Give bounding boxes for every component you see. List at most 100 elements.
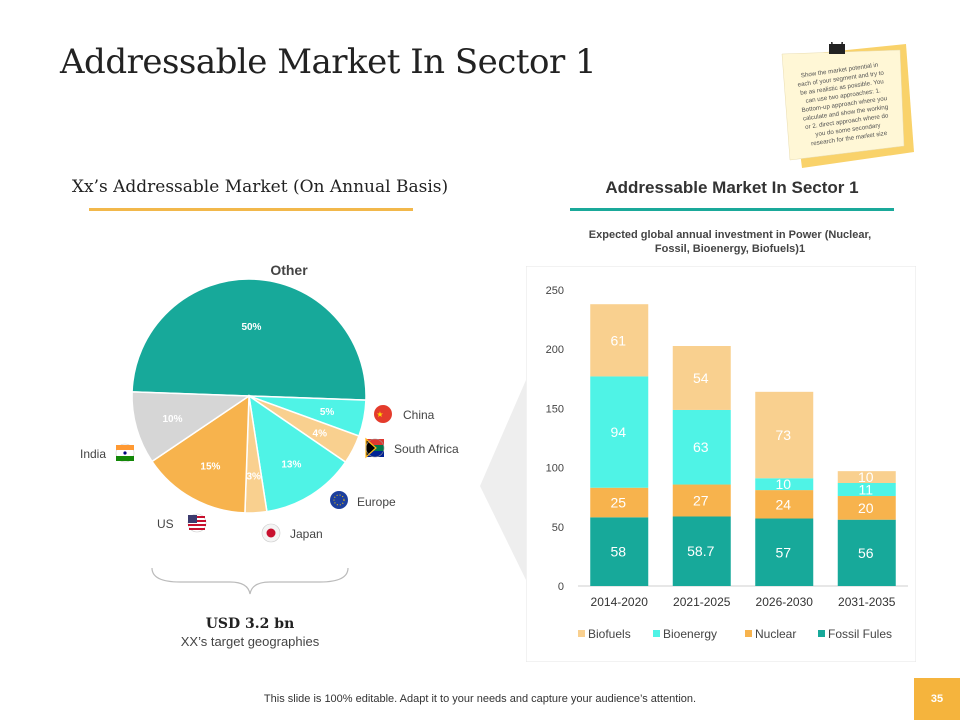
binder-clip-icon bbox=[829, 35, 845, 54]
pie-slice-other bbox=[131, 278, 367, 401]
bar-bioenergy-2021-2025 bbox=[672, 409, 731, 485]
bar-bioenergy-2031-2035 bbox=[837, 482, 896, 497]
bar-bioenergy-2026-2030 bbox=[755, 478, 814, 491]
india-flag-icon bbox=[115, 443, 135, 463]
bar-nuclear-2031-2035 bbox=[837, 496, 896, 520]
right-heading-rule bbox=[570, 208, 894, 211]
bar-nuclear-2014-2020 bbox=[590, 487, 649, 518]
svg-text:★: ★ bbox=[376, 410, 383, 419]
region-label-japan: Japan bbox=[290, 527, 323, 541]
bar-nuclear-2021-2025 bbox=[672, 484, 731, 517]
bar-nuclear-2026-2030 bbox=[755, 490, 814, 519]
market-size-caption: XX’s target geographies bbox=[180, 634, 320, 649]
legend-label-bioenergy: Bioenergy bbox=[663, 627, 717, 641]
y-tick-label: 100 bbox=[546, 463, 564, 475]
bar-fossil-fules-2026-2030 bbox=[755, 518, 814, 586]
bar-value-label: 57 bbox=[775, 544, 791, 560]
bar-value-label: 61 bbox=[610, 332, 626, 348]
pie-label-china: 5% bbox=[320, 407, 335, 418]
bar-value-label: 27 bbox=[693, 493, 709, 509]
pie-label-south-africa: 4% bbox=[313, 428, 328, 439]
bar-axis: 0 50 100 150 200 250 2014-2020 2021-2025 2026-20… bbox=[546, 285, 908, 609]
x-tick-label: 2021-2025 bbox=[673, 595, 731, 609]
bar-value-label: 94 bbox=[610, 424, 626, 440]
left-heading-rule bbox=[89, 208, 413, 211]
callout-connector bbox=[480, 380, 526, 580]
y-tick-label: 50 bbox=[552, 522, 564, 534]
legend-label-fossil-fules: Fossil Fules bbox=[828, 627, 892, 641]
bar-value-label: 73 bbox=[775, 427, 791, 443]
bar-value-label: 63 bbox=[693, 439, 709, 455]
bar-biofuels-2014-2020 bbox=[590, 304, 649, 377]
bar-value-label: 58 bbox=[610, 544, 626, 560]
bar-value-label: 56 bbox=[858, 545, 874, 561]
stacked-bar-chart: 0 50 100 150 200 250 2014-2020 2021-2025 2026-20… bbox=[526, 266, 916, 662]
y-tick-label: 250 bbox=[546, 285, 564, 297]
region-label-europe: Europe bbox=[357, 495, 396, 509]
y-tick-label: 200 bbox=[546, 344, 564, 356]
japan-flag-icon bbox=[261, 523, 281, 543]
bar-value-label: 11 bbox=[858, 482, 873, 498]
bar-value-label: 10 bbox=[858, 469, 874, 485]
region-label-china: China bbox=[403, 408, 435, 422]
bar-value-label: 58.7 bbox=[687, 543, 714, 559]
bar-fossil-fules-2021-2025 bbox=[672, 516, 731, 586]
callout-wedge bbox=[480, 380, 526, 580]
pie-slices bbox=[131, 278, 367, 514]
pie-label-other: 50% bbox=[241, 322, 261, 333]
note-paper bbox=[781, 49, 905, 161]
pie-label-us: 15% bbox=[200, 462, 220, 473]
page-title: Addressable Market In Sector 1 bbox=[60, 42, 597, 82]
sticky-note: Show the market potential in each of your… bbox=[778, 35, 918, 172]
y-tick-label: 0 bbox=[558, 581, 564, 593]
pie-label-japan: 3% bbox=[246, 471, 261, 482]
region-label-other: Other bbox=[270, 262, 308, 278]
bar-value-label: 24 bbox=[775, 496, 791, 512]
bar-legend: Biofuels Bioenergy Nuclear Fossil Fules bbox=[578, 627, 892, 641]
pie-chart: 50% 5% 4% 13% 3% 15% 10% Other ★ China South A… bbox=[80, 262, 459, 595]
pie-slice-india bbox=[131, 391, 252, 463]
pie-labels: 50% 5% 4% 13% 3% 15% 10% bbox=[163, 322, 335, 483]
eu-flag-icon bbox=[330, 491, 348, 509]
south-africa-flag-icon bbox=[365, 437, 385, 459]
bar-value-label: 20 bbox=[858, 500, 874, 516]
bar-biofuels-2026-2030 bbox=[755, 391, 814, 479]
x-tick-label: 2014-2020 bbox=[591, 595, 649, 609]
bar-chart-title-line-1: Expected global annual investment in Pow… bbox=[588, 229, 872, 241]
bar-fossil-fules-2031-2035 bbox=[837, 519, 896, 586]
right-heading: Addressable Market In Sector 1 bbox=[605, 178, 859, 197]
legend-swatch-biofuels bbox=[578, 630, 585, 637]
legend-swatch-fossil-fules bbox=[818, 630, 825, 637]
bar-biofuels-2031-2035 bbox=[837, 471, 896, 483]
pie-slice-europe bbox=[247, 394, 347, 513]
legend-swatch-bioenergy bbox=[653, 630, 660, 637]
brace-icon bbox=[151, 567, 349, 595]
region-label-india: India bbox=[80, 447, 106, 461]
region-label-us: US bbox=[157, 517, 174, 531]
region-label-south-africa: South Africa bbox=[394, 442, 459, 456]
bar-bioenergy-2014-2020 bbox=[590, 376, 649, 488]
us-flag-icon bbox=[187, 513, 207, 533]
left-heading: Xx’s Addressable Market (On Annual Basis… bbox=[71, 177, 449, 197]
page-number: 35 bbox=[914, 678, 960, 720]
x-tick-label: 2031-2035 bbox=[838, 595, 896, 609]
bar-biofuels-2021-2025 bbox=[672, 346, 731, 410]
bar-value-label: 10 bbox=[775, 476, 791, 492]
footer-text: This slide is 100% editable. Adapt it to… bbox=[263, 693, 697, 705]
pie-label-europe: 13% bbox=[281, 459, 301, 470]
pie-label-india: 10% bbox=[163, 414, 183, 425]
bar-fossil-fules-2014-2020 bbox=[590, 517, 649, 586]
china-flag-icon: ★ bbox=[374, 405, 392, 423]
legend-swatch-nuclear bbox=[745, 630, 752, 637]
pie-slice-us bbox=[150, 394, 250, 514]
bar-chart-title: Expected global annual investment in Pow… bbox=[560, 228, 900, 256]
bar-value-label: 54 bbox=[693, 370, 709, 386]
bar-value-label: 25 bbox=[610, 495, 626, 511]
legend-label-nuclear: Nuclear bbox=[755, 627, 796, 641]
x-tick-label: 2026-2030 bbox=[756, 595, 814, 609]
y-tick-label: 150 bbox=[546, 403, 564, 415]
market-size-value: USD 3.2 bn bbox=[205, 616, 295, 632]
